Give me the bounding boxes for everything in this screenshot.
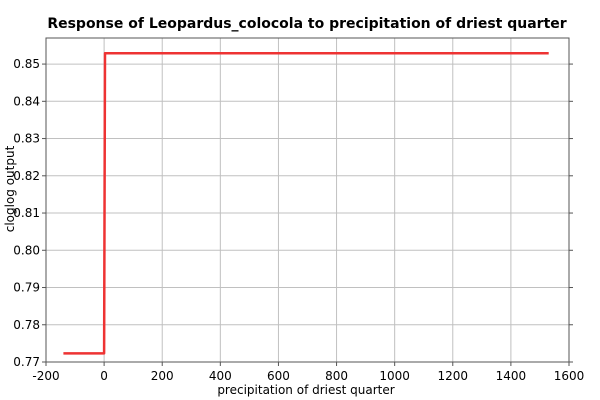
x-tick-label: 600 [267, 369, 290, 383]
y-tick-label: 0.77 [13, 355, 40, 369]
x-tick-label: 200 [151, 369, 174, 383]
x-tick-label: 1600 [554, 369, 585, 383]
y-tick-label: 0.82 [13, 169, 40, 183]
x-tick-label: 1200 [438, 369, 469, 383]
plot-frame [45, 37, 570, 363]
y-tick-label: 0.84 [13, 94, 40, 108]
chart-title: Response of Leopardus_colocola to precip… [47, 16, 566, 32]
y-tick-label: 0.83 [13, 132, 40, 146]
series-layer [63, 52, 549, 355]
y-tick-label: 0.80 [13, 243, 40, 257]
x-tick-label: 1400 [496, 369, 527, 383]
x-tick-label: 0 [100, 369, 108, 383]
x-tick-label: 400 [209, 369, 232, 383]
y-axis-label: cloglog output [3, 145, 17, 232]
x-tick-label: 800 [325, 369, 348, 383]
x-axis-label: precipitation of driest quarter [217, 383, 394, 397]
y-tick-label: 0.79 [13, 281, 40, 295]
y-tick-label: 0.78 [13, 318, 40, 332]
response-curve-line [63, 52, 549, 355]
x-tick-label: 1000 [379, 369, 410, 383]
axis-ticks: -200 0 200 400 600 800 1000 1200 1400 1600 0.77 0.7… [13, 57, 584, 383]
x-tick-label: -200 [32, 369, 59, 383]
y-tick-label: 0.85 [13, 57, 40, 71]
y-tick-label: 0.81 [13, 206, 40, 220]
